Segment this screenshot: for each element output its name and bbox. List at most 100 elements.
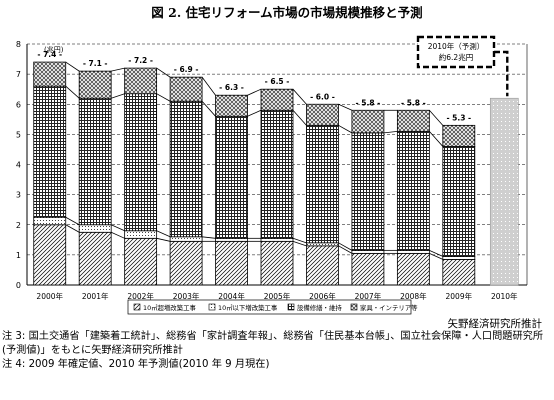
bar-seg-furniture [260, 88, 294, 111]
legend-swatch [133, 303, 141, 311]
bar-total-label: - 7.4 - [37, 50, 62, 59]
bar-seg-equipment [442, 146, 476, 257]
bar-seg-equipment [78, 97, 112, 226]
note-line-3: 注 4: 2009 年確定値、2010 年予測値(2010 年 9 月現在) [2, 359, 270, 370]
segment-connector [202, 236, 216, 239]
bar-seg-equipment [260, 109, 294, 239]
segment-connector [111, 93, 125, 99]
bar-total-label: - 5.8 - [401, 98, 426, 107]
forecast-callout-arrow [494, 50, 509, 97]
bar-seg-10m2-under [442, 255, 476, 260]
y-tick-label: 6 [16, 100, 21, 109]
bar-total-label: - 5.3 - [446, 113, 471, 122]
bar-seg-10m2-over [169, 240, 203, 286]
bar-seg-equipment [351, 132, 385, 251]
x-tick-label: 2003年 [173, 291, 200, 301]
bar-seg-10m2-over [78, 231, 112, 286]
bar-seg-furniture [215, 94, 248, 117]
bar-seg-10m2-under [306, 242, 339, 247]
segment-connector [429, 131, 444, 147]
legend-swatch [350, 303, 358, 311]
legend-box [127, 299, 412, 315]
bar-seg-furniture [396, 109, 430, 132]
bar-seg-equipment [33, 85, 67, 218]
bar-seg-10m2-over [442, 258, 476, 286]
bar-total-label: - 6.5 - [265, 77, 290, 86]
segment-connector [292, 88, 307, 105]
x-tick-label: 2009年 [446, 291, 473, 301]
forecast-callout-text: 2010年（予測） [428, 41, 485, 51]
bar-seg-equipment [124, 93, 158, 232]
note-line-2: (予測値)」をもとに矢野経済研究所推計 [2, 345, 183, 356]
bar-seg-furniture [78, 70, 112, 99]
bar-seg-10m2-over [306, 245, 339, 286]
segment-connector [65, 85, 80, 99]
bar-seg-10m2-over [124, 237, 158, 286]
bar-seg-equipment [169, 100, 203, 238]
x-tick-label: 2000年 [36, 291, 63, 301]
segment-connector [201, 100, 216, 117]
x-tick-label: 2006年 [309, 291, 336, 301]
segment-connector [429, 253, 443, 260]
bar-seg-furniture [124, 67, 158, 95]
segment-connector [156, 67, 171, 78]
x-tick-label: 2008年 [400, 291, 427, 301]
y-tick-label: 3 [16, 191, 21, 200]
legend-label: 10㎡以下増改築工事 [218, 303, 278, 312]
bar-seg-furniture [351, 109, 385, 134]
bar-seg-10m2-under [260, 237, 294, 242]
legend-swatch [208, 303, 216, 311]
x-tick-label: 2001年 [82, 291, 109, 301]
x-tick-label: 2004年 [218, 291, 245, 301]
legend-label: 設備修繕・維持 [297, 303, 342, 312]
bar-seg-10m2-under [396, 249, 430, 254]
bar-seg-10m2-over [260, 240, 294, 286]
bar-total-label: - 7.2 - [128, 56, 153, 65]
y-tick-label: 8 [16, 40, 21, 49]
segment-connector [65, 61, 80, 72]
y-tick-label: 0 [16, 281, 21, 290]
bar-seg-furniture [306, 103, 339, 126]
bar-seg-equipment [396, 130, 430, 251]
segment-connector [292, 237, 307, 244]
bar-seg-furniture [33, 61, 67, 87]
segment-connector [156, 237, 171, 242]
y-tick-label: 7 [16, 70, 21, 79]
x-tick-label: 2005年 [264, 291, 291, 301]
y-tick-label: 4 [16, 161, 21, 170]
segment-connector [338, 242, 353, 251]
x-tick-label: 2007年 [355, 291, 382, 301]
segment-connector [383, 130, 398, 134]
segment-connector [338, 124, 353, 134]
segment-connector [429, 249, 443, 257]
bar-seg-equipment [215, 115, 248, 239]
legend-swatch [287, 303, 295, 311]
bar-seg-10m2-under [169, 236, 203, 242]
segment-connector [429, 110, 444, 126]
bar-seg-10m2-under [215, 237, 248, 242]
segment-connector [201, 76, 216, 96]
bar-seg-10m2-under [78, 224, 112, 233]
bar-seg-furniture [169, 76, 203, 102]
y-unit-label: (兆円) [44, 45, 64, 54]
segment-connector [156, 93, 171, 102]
x-tick-label: 2002年 [127, 291, 154, 301]
chart-title: 図 2. 住宅リフォーム市場の市場規模推移と予測 [151, 5, 422, 20]
legend-label: 家具・インテリア等 [360, 303, 418, 312]
forecast-bar [489, 97, 519, 286]
bar-seg-10m2-over [215, 240, 248, 286]
segment-connector [156, 230, 171, 238]
bar-seg-10m2-over [33, 224, 67, 286]
x-tick-label: 2010年 [491, 291, 518, 301]
bar-seg-equipment [306, 124, 339, 244]
bar-seg-10m2-under [351, 249, 385, 254]
segment-connector [65, 216, 80, 226]
bar-total-label: - 7.1 - [83, 59, 108, 68]
note-line-1: 注 3: 国土交通省「建築着工統計」、総務省「家計調査年報」、総務省「住民基本台… [2, 331, 544, 342]
bar-total-label: - 6.0 - [310, 92, 335, 101]
segment-connector [338, 103, 353, 111]
segment-connector [338, 245, 353, 254]
bar-total-label: - 6.3 - [219, 83, 244, 92]
segment-connector [247, 88, 262, 96]
